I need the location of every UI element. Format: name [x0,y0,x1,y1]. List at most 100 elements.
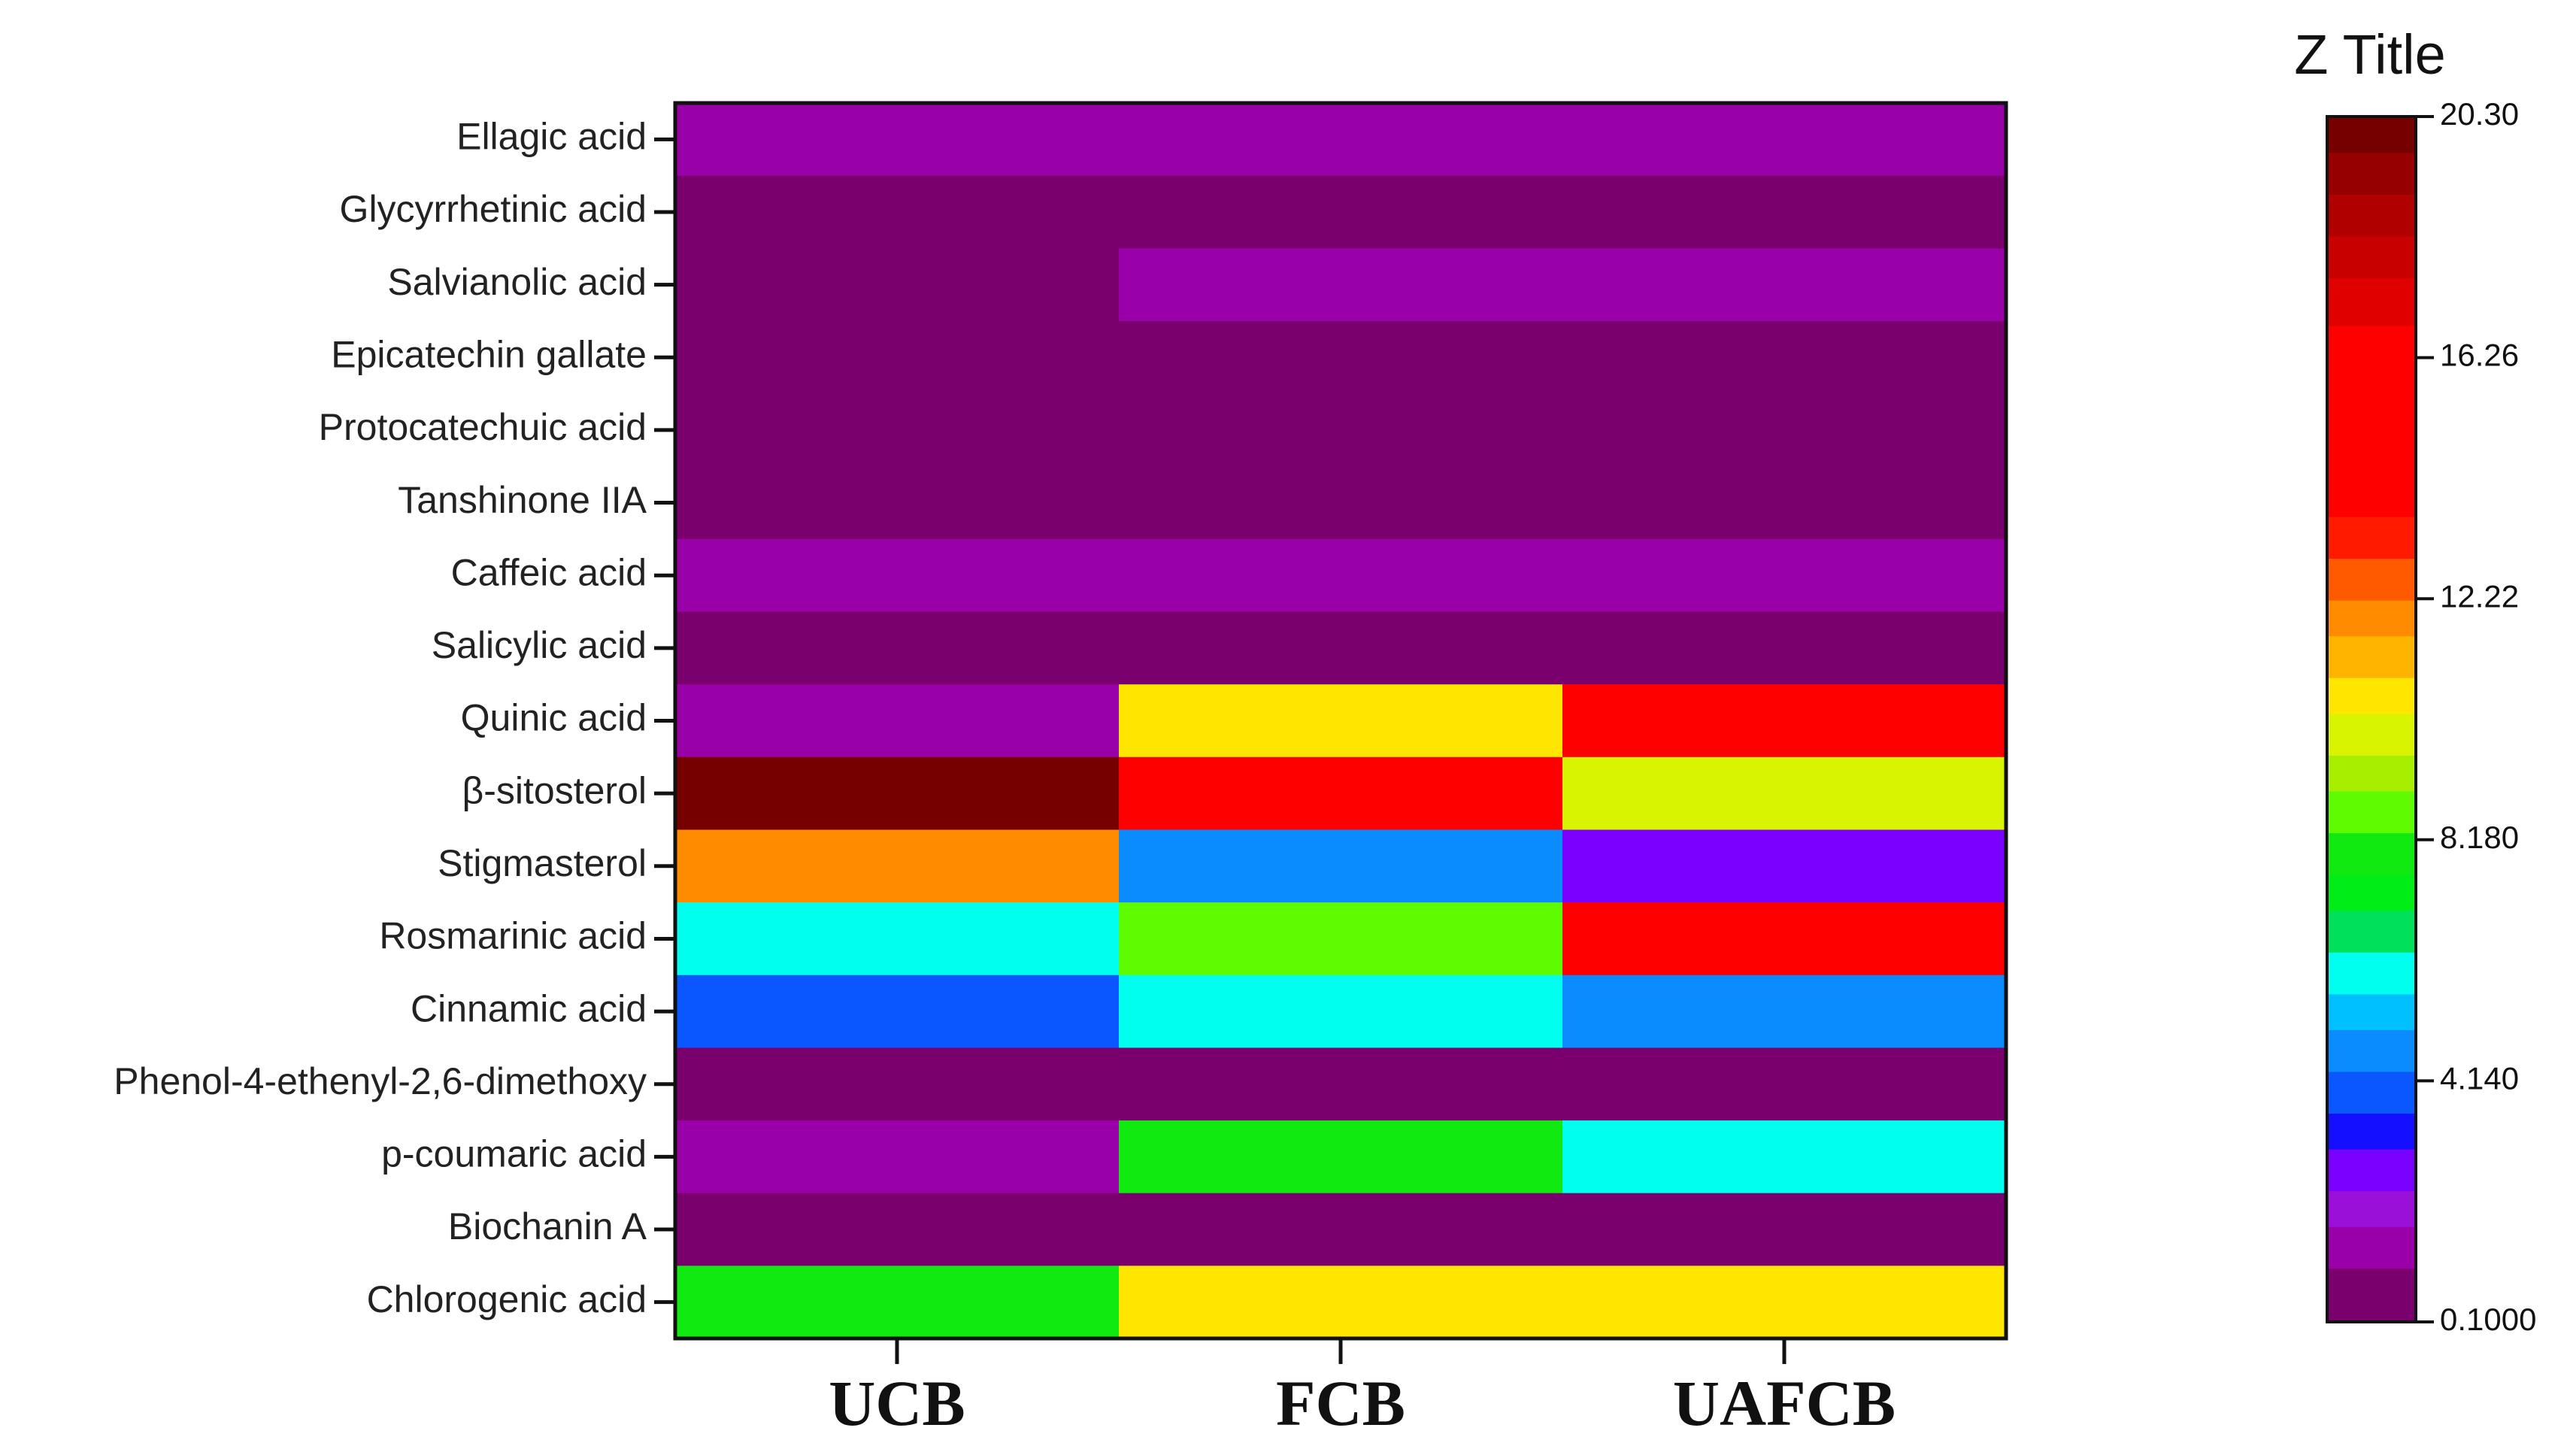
row-tick-label: Epicatechin gallate [331,333,647,375]
colorbar-level [2327,790,2416,834]
column-labels: UCB FCB UAFCB [829,1367,1896,1439]
colorbar-level [2327,516,2416,559]
row-ticks [654,137,675,1305]
row-labels: Ellagic acid Glycyrrhetinic acid Salvianol… [114,116,647,1320]
heatmap-cell [1119,756,1563,831]
row-tick-label: Phenol-4-ethenyl-2,6-dimethoxy [114,1060,647,1102]
row-tick-label: Stigmasterol [438,842,647,884]
colorbar-level [2327,152,2416,195]
heatmap-cell [1562,248,2007,322]
heatmap-cell [1562,1193,2007,1267]
heatmap-cell [675,1047,1120,1121]
colorbar-level [2327,677,2416,714]
heatmap-cell [1562,756,2007,831]
colorbar-levels [2327,117,2416,1323]
colorbar-level [2327,235,2416,279]
colorbar-level [2327,832,2416,875]
row-tick-label: Cinnamic acid [411,987,647,1029]
colorbar-level [2327,874,2416,911]
row-tick-label: Tanshinone IIA [398,479,647,521]
heatmap-cell [675,1266,1120,1339]
colorbar-tick-label: 16.26 [2440,338,2519,373]
heatmap-cell [1562,1266,2007,1339]
colorbar-level [2327,1226,2416,1269]
row-tick-label: Protocatechuic acid [319,406,647,448]
colorbar-frame [2326,115,2417,1323]
colorbar-level [2327,1029,2416,1072]
column-tick-label: UCB [829,1367,965,1439]
column-tick-label: FCB [1276,1367,1405,1439]
colorbar-level [2327,993,2416,1030]
heatmap-cell [1119,466,1563,540]
colorbar-level [2327,558,2416,601]
heatmap-cell [1562,975,2007,1049]
heatmap-cell [1562,538,2007,613]
colorbar-level [2327,1268,2416,1323]
colorbar-level [2327,755,2416,792]
heatmap-cell [1119,684,1563,758]
heatmap-cell [1119,829,1563,903]
heatmap-cell [675,393,1120,468]
heatmap-cell [1119,175,1563,250]
colorbar-level [2327,1148,2416,1192]
row-tick-label: Salicylic acid [432,624,647,666]
heatmap-cell [1119,320,1563,395]
column-tick-label: UAFCB [1673,1367,1896,1439]
colorbar-level [2327,325,2416,517]
heatmap-cell [675,975,1120,1049]
row-tick-label: Quinic acid [461,697,647,739]
colorbar-level [2327,951,2416,995]
heatmap-cell [675,1193,1120,1267]
heatmap-cell [675,756,1120,831]
column-ticks [895,1338,1787,1364]
heatmap-cell [1119,902,1563,976]
heatmap-cell [675,902,1120,976]
colorbar-level [2327,1190,2416,1227]
heatmap-cell [675,829,1120,903]
colorbar-title: Z Title [2294,23,2445,86]
heatmap-cell [1562,393,2007,468]
heatmap-cell [1119,1120,1563,1194]
heatmap-cell [675,538,1120,613]
heatmap-cell [1562,175,2007,250]
colorbar-tick-label: 4.140 [2440,1060,2519,1096]
colorbar-level [2327,713,2416,756]
row-tick-label: Ellagic acid [456,116,647,158]
heatmap-cell [675,466,1120,540]
heatmap-cell [675,320,1120,395]
heatmap-cell [675,611,1120,685]
colorbar-level [2327,599,2416,637]
heatmap-cell [675,175,1120,250]
heatmap-cell [1119,538,1563,613]
colorbar-level [2327,277,2416,326]
heatmap-cell [1562,902,2007,976]
heatmap-cell [1562,103,2007,177]
row-tick-label: Chlorogenic acid [367,1278,647,1320]
heatmap-cell [1562,1047,2007,1121]
row-tick-label: p-coumaric acid [381,1133,647,1175]
heatmap-cell [1119,1047,1563,1121]
row-tick-label: β-sitosterol [462,769,647,811]
heatmap-cell [1119,1193,1563,1267]
heatmap-cell [1562,1120,2007,1194]
colorbar-tick-label: 12.22 [2440,578,2519,614]
heatmap-cells [675,103,2007,1339]
row-tick-label: Rosmarinic acid [379,915,647,957]
heatmap-cell [675,684,1120,758]
heatmap-cell [1119,975,1563,1049]
colorbar-level [2327,1113,2416,1150]
heatmap-cell [1119,248,1563,322]
row-tick-label: Biochanin A [448,1205,647,1247]
heatmap-cell [1119,393,1563,468]
heatmap-cell [675,248,1120,322]
heatmap-cell [1119,611,1563,685]
colorbar-tick-label: 8.180 [2440,820,2519,855]
colorbar-level [2327,117,2416,153]
heatmap-cell [1562,829,2007,903]
heatmap-cell [675,103,1120,177]
heatmap-cell [1119,1266,1563,1339]
heatmap-cell [675,1120,1120,1194]
colorbar-tick-label: 20.30 [2440,96,2519,132]
colorbar-tick-label: 0.1000 [2440,1302,2536,1337]
